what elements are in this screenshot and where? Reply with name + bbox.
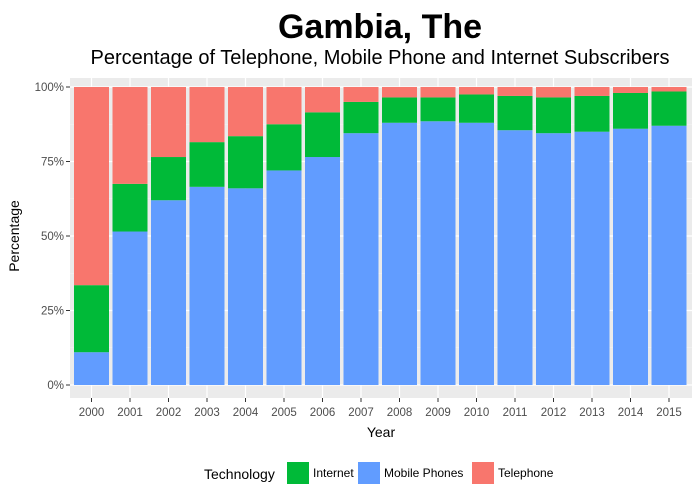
- y-axis-ticks: 0% 25% 50% 75% 100%: [35, 82, 70, 392]
- y-tick-label: 75%: [41, 157, 64, 169]
- chart-subtitle: Percentage of Telephone, Mobile Phone an…: [91, 47, 670, 69]
- bar-internet-2006: [305, 112, 340, 158]
- bar-internet-2014: [613, 92, 648, 129]
- bar-telephone-2009: [420, 87, 456, 98]
- bar-telephone-2013: [574, 87, 610, 96]
- x-axis-title: Year: [367, 424, 396, 440]
- y-tick-label: 50%: [41, 231, 64, 243]
- x-tick-label: 2010: [464, 407, 490, 419]
- bar-mobile-phones-2008: [382, 122, 417, 385]
- bar-mobile-phones-2005: [266, 170, 302, 385]
- x-tick-label: 2012: [541, 407, 567, 419]
- x-tick-label: 2009: [425, 407, 451, 419]
- bar-telephone-2000: [74, 87, 109, 286]
- legend-key-internet: [287, 462, 309, 484]
- legend-key-mobile-phones: [358, 462, 380, 484]
- bar-mobile-phones-2015: [651, 125, 687, 386]
- legend-label: Internet: [313, 466, 354, 480]
- bar-telephone-2003: [189, 87, 225, 143]
- bar-internet-2004: [228, 136, 263, 189]
- bar-telephone-2004: [228, 87, 263, 137]
- x-axis-ticks: 2000 2001 2002 2003 2004 2005 2006 2007 2008 2009…: [79, 398, 682, 419]
- x-tick-label: 2002: [156, 407, 182, 419]
- y-tick-label: 0%: [47, 380, 64, 392]
- legend-title: Technology: [204, 466, 275, 482]
- bar-mobile-phones-2001: [112, 231, 148, 385]
- x-tick-label: 2007: [348, 407, 374, 419]
- x-tick-label: 2001: [117, 407, 143, 419]
- x-tick-label: 2003: [194, 407, 220, 419]
- bar-telephone-2010: [459, 87, 494, 95]
- x-tick-label: 2000: [79, 407, 105, 419]
- bar-telephone-2015: [651, 87, 687, 92]
- bar-mobile-phones-2000: [74, 352, 109, 385]
- x-tick-label: 2005: [271, 407, 297, 419]
- bars: [74, 87, 687, 386]
- bar-internet-2013: [574, 95, 610, 132]
- bar-internet-2008: [382, 97, 417, 123]
- bar-telephone-2007: [343, 87, 379, 102]
- bar-mobile-phones-2006: [305, 157, 340, 385]
- legend: Technology Internet Mobile Phones Telephon…: [204, 462, 554, 484]
- bar-internet-2007: [343, 101, 379, 134]
- x-tick-label: 2013: [579, 407, 605, 419]
- bar-mobile-phones-2011: [497, 130, 533, 385]
- x-tick-label: 2008: [387, 407, 413, 419]
- bar-internet-2009: [420, 97, 456, 122]
- bar-internet-2011: [497, 95, 533, 131]
- y-tick-label: 25%: [41, 306, 64, 318]
- bar-internet-2015: [651, 91, 687, 126]
- x-tick-label: 2004: [233, 407, 259, 419]
- legend-label: Mobile Phones: [384, 466, 463, 480]
- legend-label: Telephone: [498, 466, 554, 480]
- x-tick-label: 2006: [310, 407, 336, 419]
- x-tick-label: 2014: [618, 407, 644, 419]
- bar-mobile-phones-2003: [189, 186, 225, 385]
- bar-mobile-phones-2012: [536, 133, 571, 385]
- bar-internet-2000: [74, 285, 109, 353]
- bar-mobile-phones-2010: [459, 122, 494, 385]
- bar-internet-2010: [459, 94, 494, 123]
- bar-mobile-phones-2009: [420, 121, 456, 386]
- chart-title: Gambia, The: [278, 8, 482, 46]
- bar-telephone-2006: [305, 87, 340, 113]
- bar-telephone-2014: [613, 87, 648, 93]
- bar-telephone-2002: [151, 87, 186, 158]
- bar-internet-2005: [266, 124, 302, 171]
- legend-key-telephone: [472, 462, 494, 484]
- bar-mobile-phones-2004: [228, 188, 263, 385]
- bar-telephone-2012: [536, 87, 571, 98]
- y-axis-title: Percentage: [6, 200, 22, 272]
- bar-telephone-2008: [382, 87, 417, 98]
- bar-internet-2001: [112, 183, 148, 232]
- x-tick-label: 2011: [503, 407, 528, 419]
- bar-telephone-2005: [266, 87, 302, 125]
- bar-mobile-phones-2007: [343, 133, 379, 385]
- x-tick-label: 2015: [656, 407, 682, 419]
- bar-internet-2012: [536, 97, 571, 134]
- bar-telephone-2011: [497, 87, 533, 96]
- bar-telephone-2001: [112, 87, 148, 184]
- bar-internet-2002: [151, 157, 186, 201]
- bar-internet-2003: [189, 142, 225, 187]
- y-tick-label: 100%: [35, 82, 64, 94]
- bar-mobile-phones-2014: [613, 128, 648, 385]
- bar-mobile-phones-2002: [151, 200, 186, 385]
- bar-mobile-phones-2013: [574, 131, 610, 385]
